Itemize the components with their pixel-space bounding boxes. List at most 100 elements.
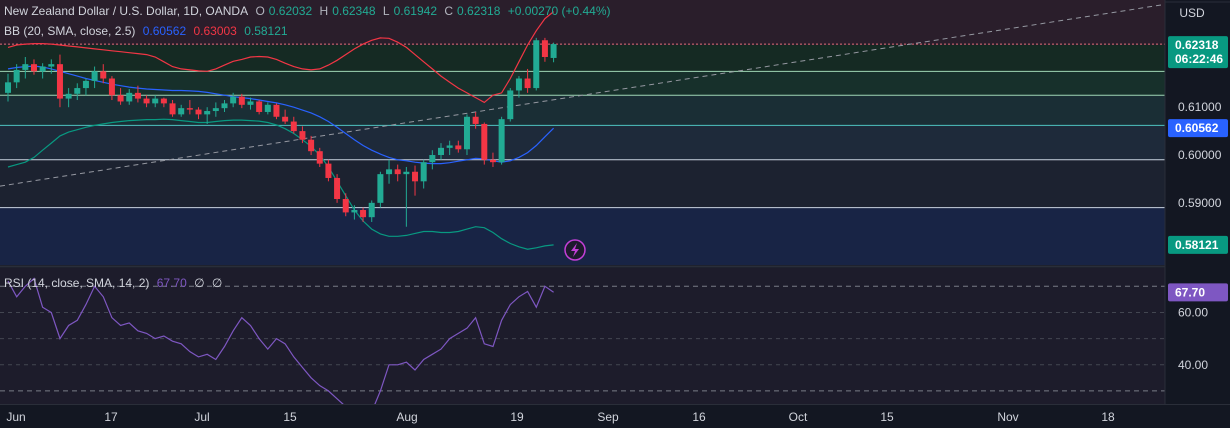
- time-tick-label: 15: [880, 410, 894, 424]
- last-price-badge-text: 06:22:46: [1175, 52, 1223, 66]
- rsi-value-badge-text: 67.70: [1175, 285, 1205, 299]
- candle-body: [299, 131, 306, 140]
- candle-body: [438, 147, 444, 156]
- candle-body: [5, 82, 11, 93]
- candle-body: [238, 96, 245, 105]
- time-tick-label: 17: [104, 410, 118, 424]
- bb-title: BB (20, SMA, close, 2.5): [4, 24, 136, 38]
- candle-body: [308, 139, 315, 152]
- candle-body: [498, 119, 505, 163]
- candle-body: [22, 64, 29, 70]
- close-label: C: [444, 4, 454, 18]
- zone-3: [0, 95, 1165, 126]
- candle-body: [91, 71, 98, 81]
- bb-upper-value: 0.63003: [193, 24, 237, 38]
- price-tick-label: 0.61000: [1178, 100, 1222, 114]
- candlesticks: [5, 37, 557, 227]
- candle-body: [316, 151, 323, 164]
- candle-body: [412, 171, 419, 182]
- time-tick-label: Jun: [6, 410, 25, 424]
- candle-body: [463, 116, 470, 150]
- zone-4: [0, 125, 1165, 160]
- rsi-title: RSI (14, close, SMA, 14, 2): [4, 276, 150, 290]
- candle-body: [134, 92, 141, 99]
- candle-body: [100, 71, 107, 79]
- last-price-badge-text: 0.62318: [1175, 38, 1219, 52]
- candle-body: [48, 64, 55, 67]
- bb-lower-badge-bg: [1168, 235, 1228, 254]
- candle-body: [325, 163, 332, 178]
- open-value: 0.62032: [268, 4, 313, 18]
- lightning-icon-bolt[interactable]: [571, 243, 579, 257]
- rsi-pane: [7, 277, 554, 424]
- candle-body: [160, 98, 167, 104]
- low-value: 0.61942: [393, 4, 437, 18]
- bb-legend[interactable]: BB (20, SMA, close, 2.5) 0.60562 0.63003…: [4, 24, 292, 38]
- time-tick-label: 19: [510, 410, 524, 424]
- candle-body: [65, 93, 72, 99]
- trend-line-segment: [0, 3, 1166, 187]
- price-tick-label: 0.60000: [1178, 148, 1222, 162]
- bb-basis-line: [7, 65, 555, 165]
- candle-body: [394, 169, 401, 175]
- candle-body: [273, 104, 280, 117]
- price-tick-label: 0.59000: [1178, 196, 1222, 210]
- candle-body: [550, 44, 557, 58]
- candle-body: [290, 121, 297, 132]
- candle-body: [334, 177, 341, 200]
- candle-body: [221, 103, 228, 109]
- time-tick-label: Nov: [997, 410, 1018, 424]
- candle-body: [472, 116, 479, 124]
- candle-body: [446, 145, 453, 148]
- candle-body: [507, 90, 514, 120]
- lightning-icon[interactable]: [564, 239, 586, 261]
- time-axis[interactable]: Jun 17 Jul 15 Aug 19 Sep 16 Oct 15 Nov 18: [0, 404, 1230, 428]
- candle-body: [39, 66, 46, 72]
- last-price-badge-bg: [1168, 36, 1228, 69]
- candle-body: [533, 40, 540, 89]
- bb-lower-badge-text: 0.58121: [1175, 238, 1219, 252]
- candle-body: [282, 116, 289, 122]
- bb-basis-badge-text: 0.60562: [1175, 121, 1219, 135]
- low-label: L: [382, 4, 390, 18]
- grid: [0, 265, 1230, 392]
- candle-body: [74, 88, 81, 94]
- close-value: 0.62318: [457, 4, 501, 18]
- candle-body: [515, 78, 522, 91]
- candle-body: [342, 199, 349, 213]
- candle-body: [152, 98, 159, 104]
- rsi-legend[interactable]: RSI (14, close, SMA, 14, 2) 67.70 ∅ ∅: [4, 276, 226, 290]
- candle-body: [169, 103, 176, 115]
- time-tick-label: Aug: [396, 410, 417, 424]
- bollinger-bands: [7, 11, 555, 250]
- candle-body: [126, 92, 133, 102]
- symbol-header: New Zealand Dollar / U.S. Dollar, 1D, OA…: [4, 4, 615, 18]
- candle-body: [56, 64, 63, 99]
- zone-1: [0, 45, 1165, 72]
- candle-body: [178, 108, 185, 115]
- rsi-tick-label: 60.00: [1178, 305, 1208, 319]
- candle-body: [212, 108, 219, 112]
- candle-body: [13, 69, 20, 83]
- candle-body: [368, 202, 375, 218]
- rsi-line: [7, 277, 554, 424]
- currency-label: USD: [1179, 6, 1205, 20]
- candle-body: [30, 64, 37, 72]
- zone-5: [0, 159, 1165, 208]
- high-value: 0.62348: [332, 4, 376, 18]
- rsi-legend-v3: ∅: [211, 276, 223, 290]
- time-axis-bg: [0, 404, 1230, 428]
- resistance-zone: [0, 0, 1165, 46]
- symbol-title: New Zealand Dollar / U.S. Dollar, 1D, OA…: [4, 4, 249, 18]
- rsi-value-badge-bg: [1168, 283, 1228, 302]
- candle-body: [117, 95, 124, 102]
- time-tick-label: 15: [283, 410, 297, 424]
- candle-body: [195, 109, 202, 115]
- open-label: O: [255, 4, 265, 18]
- candle-body: [429, 155, 436, 163]
- time-tick-label: Oct: [789, 410, 808, 424]
- rsi-tick-label: 40.00: [1178, 358, 1208, 372]
- change-value: +0.00270 (+0.44%): [507, 4, 611, 18]
